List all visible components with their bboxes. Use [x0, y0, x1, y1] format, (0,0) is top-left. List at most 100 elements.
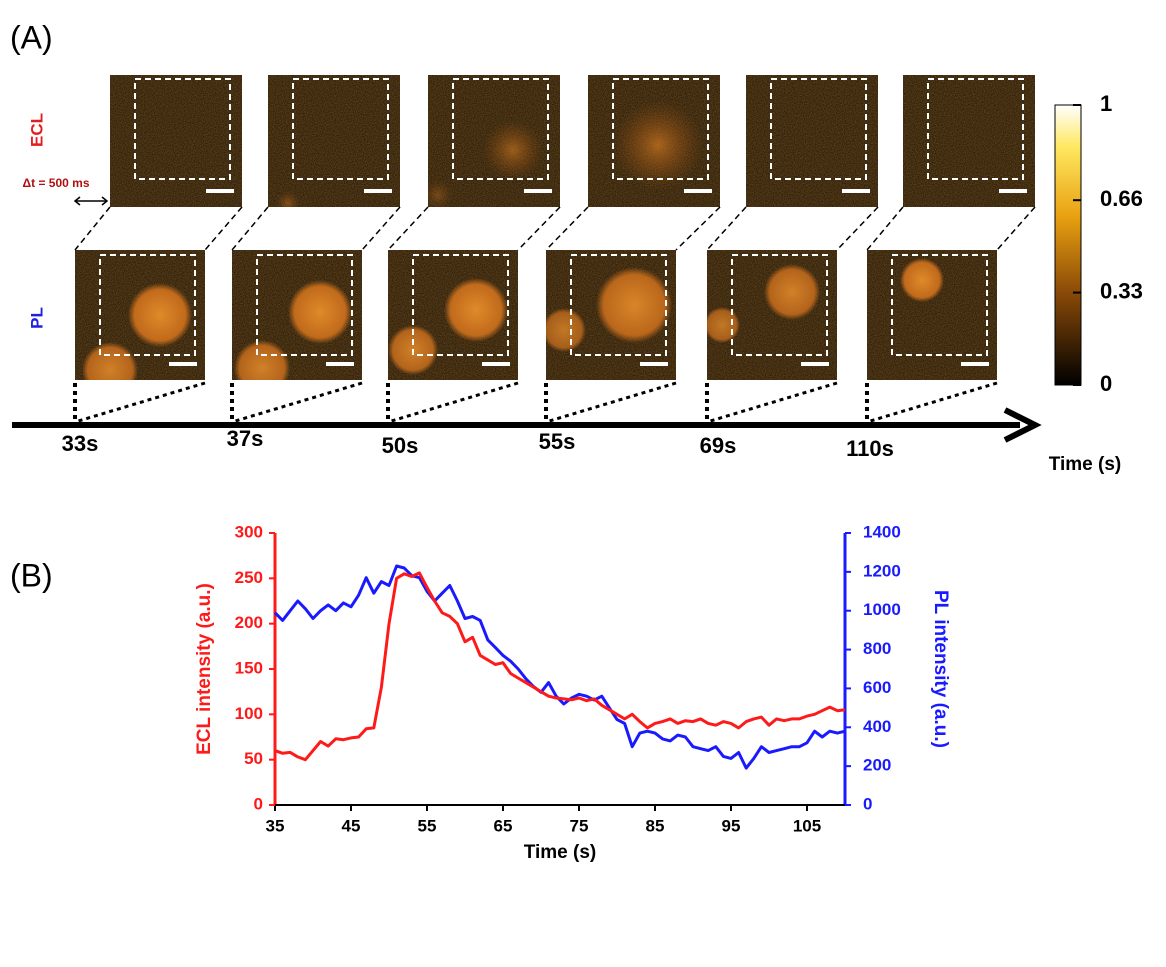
image-strip [73, 75, 1036, 427]
time-label: 110s [846, 436, 894, 461]
y-tick-label: 150 [235, 658, 263, 677]
tile-noise [746, 75, 878, 207]
dt-label: Δt = 500 ms [23, 176, 90, 190]
roi-box [570, 254, 667, 356]
image-tile [867, 250, 997, 380]
image-tile [232, 250, 362, 380]
image-tile [428, 75, 560, 207]
proj-line [706, 381, 838, 424]
image-tile [388, 250, 518, 380]
proj-line [387, 381, 519, 424]
time-axis [12, 407, 1042, 443]
image-tile [903, 75, 1035, 207]
y2-tick-label: 200 [863, 756, 891, 775]
roi-box [134, 78, 231, 180]
image-tile [746, 75, 878, 207]
series-line [273, 564, 846, 770]
x-tick-label: 105 [793, 816, 821, 835]
image-tile [546, 250, 676, 380]
blob [234, 340, 290, 380]
y2-tick-label: 1200 [863, 561, 901, 580]
x-tick-label: 55 [418, 816, 437, 835]
colorbar-tick-label: 0.33 [1100, 278, 1143, 303]
blob [276, 191, 300, 207]
proj-line [517, 206, 561, 251]
panel-label: (B) [10, 557, 53, 593]
series-line [274, 571, 846, 762]
panel-label: (A) [10, 19, 53, 55]
proj-line [866, 381, 998, 424]
proj-line [74, 206, 111, 251]
blob [707, 307, 740, 343]
x-tick-label: 35 [266, 816, 285, 835]
proj-line [545, 381, 677, 424]
roi-box [452, 78, 549, 180]
proj-line [996, 206, 1036, 251]
roi-box [891, 254, 988, 356]
blob [483, 120, 543, 180]
image-tile [268, 75, 400, 207]
roi-box [256, 254, 353, 356]
x-tick-label: 65 [494, 816, 513, 835]
image-tile [707, 250, 837, 380]
proj-line [836, 206, 879, 251]
x-tick-label: 95 [722, 816, 741, 835]
y2-tick-label: 800 [863, 639, 891, 658]
x-axis-label: Time (s) [524, 842, 597, 863]
proj-line [706, 206, 747, 251]
proj-line [74, 381, 206, 424]
y-tick-label: 0 [254, 794, 263, 813]
tile-noise [110, 75, 242, 207]
roi-box [770, 78, 867, 180]
roi-box [292, 78, 389, 180]
proj-line [231, 381, 363, 424]
blob [596, 267, 672, 343]
blob [82, 342, 138, 380]
dt-arrow [73, 196, 109, 206]
proj-line [675, 206, 721, 251]
x-tick-label: 85 [646, 816, 665, 835]
image-tile [110, 75, 242, 207]
colorbar-tick-label: 0.66 [1100, 186, 1143, 211]
y-tick-label: 250 [235, 568, 263, 587]
proj-line [387, 206, 429, 251]
x-tick-label: 45 [342, 816, 361, 835]
proj-line [204, 206, 243, 251]
roi-box [927, 78, 1024, 180]
blob [764, 264, 820, 320]
tile-noise [903, 75, 1035, 207]
blob [546, 308, 586, 352]
y2-axis-label: PL intensity (a.u.) [930, 590, 951, 748]
time-label: 37s [227, 426, 264, 451]
image-tile [588, 75, 720, 207]
roi-box [412, 254, 509, 356]
colorbar [1054, 104, 1082, 386]
roi-box [731, 254, 828, 356]
y2-tick-label: 400 [863, 717, 891, 736]
time-label: 55s [539, 429, 576, 454]
blob [288, 280, 352, 344]
colorbar-tick-label: 1 [1100, 91, 1112, 116]
time-axis-label: Time (s) [1049, 454, 1122, 475]
blob [428, 180, 453, 207]
y-tick-label: 100 [235, 704, 263, 723]
blob [613, 100, 703, 190]
y-axis-label: ECL intensity (a.u.) [194, 583, 215, 755]
proj-line [866, 206, 904, 251]
blob [128, 283, 192, 347]
y2-tick-label: 600 [863, 678, 891, 697]
roi-box [99, 254, 196, 356]
tile-noise [268, 75, 400, 207]
y2-tick-label: 1000 [863, 600, 901, 619]
colorbar-tick-label: 0 [1100, 371, 1112, 396]
blob [900, 258, 944, 302]
ecl-label: ECL [27, 113, 46, 147]
y-tick-label: 50 [244, 749, 263, 768]
time-label: 50s [382, 433, 419, 458]
y-tick-label: 200 [235, 613, 263, 632]
time-label: 33s [62, 431, 99, 456]
proj-line [361, 206, 401, 251]
proj-line [231, 206, 269, 251]
image-tile [75, 250, 205, 380]
